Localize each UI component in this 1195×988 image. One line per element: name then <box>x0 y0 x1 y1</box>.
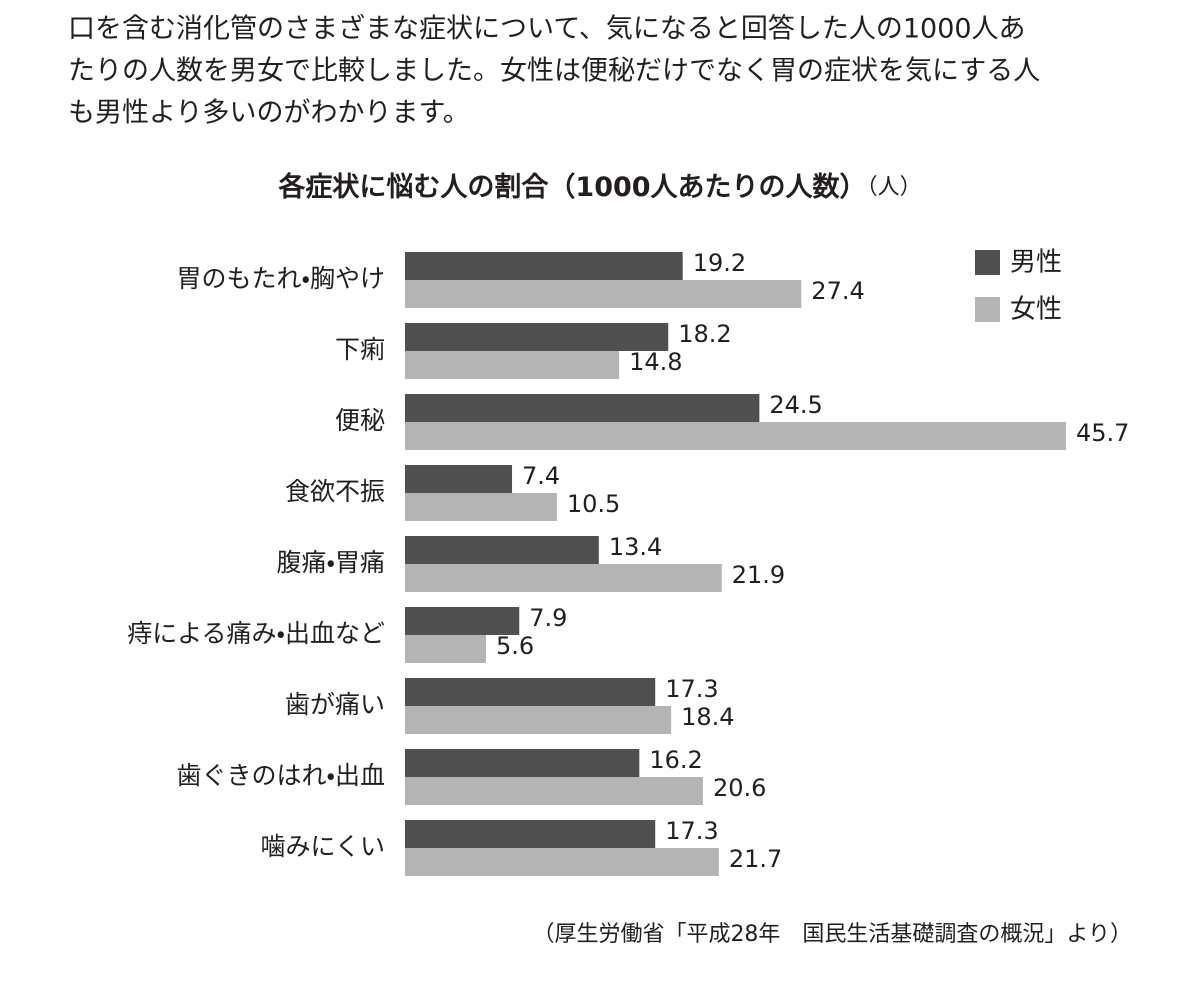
chart-unit: （人） <box>867 175 922 200</box>
legend-label: 女性 <box>1010 295 1062 325</box>
category-label: 食欲不振 <box>285 477 385 506</box>
category-label: 歯が痛い <box>285 690 385 719</box>
value-label: 21.7 <box>729 845 782 873</box>
bar <box>405 422 1066 450</box>
bar <box>405 394 760 422</box>
value-label: 7.4 <box>522 462 560 490</box>
bar <box>405 749 640 777</box>
legend-swatch <box>975 297 1000 322</box>
category-label: 噛みにくい <box>260 832 385 861</box>
bar <box>405 777 703 805</box>
category-label: 胃のもたれ・胸やけ <box>176 264 385 293</box>
category-label: 痔による痛み・出血など <box>127 619 385 648</box>
bar <box>405 607 520 635</box>
bar <box>405 323 669 351</box>
value-label: 18.2 <box>678 320 731 348</box>
bar <box>405 351 620 379</box>
value-label: 45.7 <box>1076 419 1129 447</box>
category-label: 歯ぐきのはれ・出血 <box>176 761 385 790</box>
legend-label: 男性 <box>1010 248 1062 278</box>
value-label: 13.4 <box>609 533 662 561</box>
value-label: 17.3 <box>665 675 718 703</box>
value-label: 17.3 <box>665 817 718 845</box>
bar <box>405 493 557 521</box>
category-label: 腹痛・胃痛 <box>276 548 385 577</box>
bar <box>405 848 719 876</box>
bar <box>405 820 656 848</box>
bar <box>405 706 672 734</box>
intro-line: 口を含む消化管のさまざまな症状について、気になると回答した人の1000人あ <box>68 14 1026 45</box>
bar <box>405 280 802 308</box>
value-label: 5.6 <box>496 632 534 660</box>
category-label: 便秘 <box>335 406 385 435</box>
source-note: （厚生労働省「平成28年 国民生活基礎調査の概況」より） <box>532 922 1132 947</box>
intro-line: も男性より多いのがわかります。 <box>68 98 470 129</box>
legend-swatch <box>975 250 1000 275</box>
value-label: 7.9 <box>529 604 567 632</box>
value-label: 18.4 <box>681 703 734 731</box>
chart-title-group: 各症状に悩む人の割合（1000人あたりの人数）（人） <box>277 171 921 203</box>
bar <box>405 564 722 592</box>
bar <box>405 678 656 706</box>
value-label: 10.5 <box>567 490 620 518</box>
bar <box>405 252 683 280</box>
bar <box>405 536 599 564</box>
value-label: 27.4 <box>811 277 864 305</box>
chart-title: 各症状に悩む人の割合（1000人あたりの人数） <box>277 171 866 203</box>
bar <box>405 465 513 493</box>
value-label: 16.2 <box>649 746 702 774</box>
value-label: 21.9 <box>732 561 785 589</box>
category-label: 下痢 <box>335 335 385 364</box>
value-label: 20.6 <box>713 774 766 802</box>
value-label: 19.2 <box>693 249 746 277</box>
value-label: 24.5 <box>769 391 822 419</box>
intro-line: たりの人数を男女で比較しました。女性は便秘だけでなく胃の症状を気にする人 <box>68 56 1040 87</box>
bar <box>405 635 486 663</box>
value-label: 14.8 <box>629 348 682 376</box>
